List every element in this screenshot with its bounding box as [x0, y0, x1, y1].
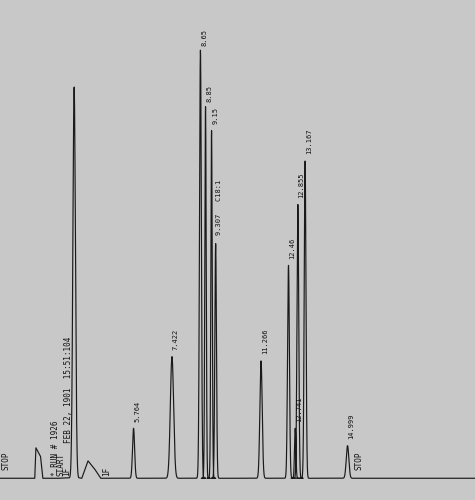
Text: 12.855: 12.855	[299, 172, 304, 198]
Text: 1F: 1F	[102, 467, 111, 476]
Text: 7.422: 7.422	[173, 329, 179, 350]
Text: FEB 22, 1901  15:51:104: FEB 22, 1901 15:51:104	[64, 337, 73, 444]
Text: 9.15: 9.15	[212, 107, 218, 124]
Text: * RUN # 1926: * RUN # 1926	[51, 420, 60, 476]
Text: 12.741: 12.741	[296, 396, 302, 421]
Text: 11.266: 11.266	[262, 329, 268, 354]
Text: 1F: 1F	[63, 467, 72, 476]
Text: 12.46: 12.46	[289, 238, 295, 258]
Text: 14.999: 14.999	[348, 414, 354, 439]
Text: 5.764: 5.764	[134, 400, 140, 421]
Text: 13.167: 13.167	[306, 129, 312, 154]
Text: STOP: STOP	[354, 451, 363, 469]
Text: STOP: STOP	[1, 451, 10, 469]
Text: 8.65: 8.65	[201, 28, 207, 46]
Text: START: START	[57, 453, 66, 476]
Text: 9.307   C18:1: 9.307 C18:1	[216, 180, 222, 235]
Text: 8.85: 8.85	[206, 85, 212, 102]
